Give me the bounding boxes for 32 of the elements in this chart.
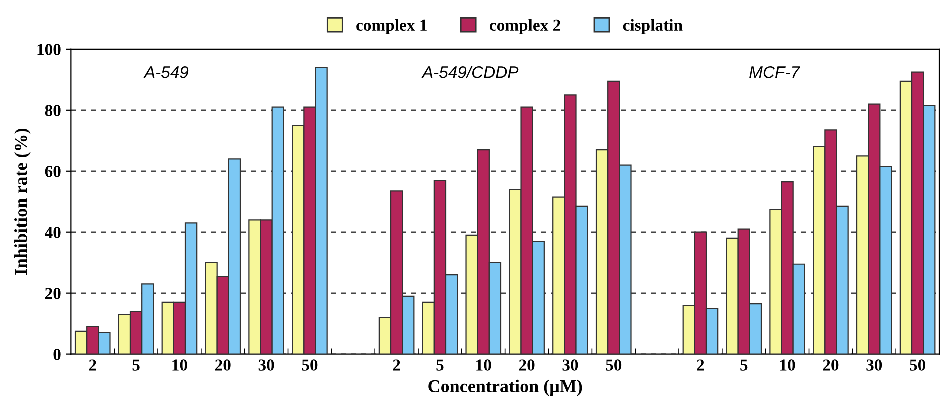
x-tick-label: 30 <box>866 360 882 371</box>
x-tick-label: 20 <box>519 360 535 371</box>
y-tick-label: 0 <box>54 349 61 360</box>
y-tick-label: 60 <box>45 166 61 178</box>
legend-label: cisplatin <box>623 19 683 34</box>
x-tick-label: 30 <box>562 360 578 371</box>
x-tick-label: 5 <box>436 360 444 371</box>
x-axis-title: Concentration (μM) <box>428 380 582 396</box>
x-tick-label: 50 <box>910 360 926 371</box>
x-tick-label: 30 <box>258 360 274 371</box>
y-axis-title: Inhibition rate (%) <box>14 128 31 275</box>
x-tick-label: 10 <box>476 360 492 371</box>
x-tick-label: 5 <box>132 360 140 371</box>
x-tick-label: 2 <box>393 360 400 371</box>
y-tick-label: 100 <box>38 44 61 56</box>
annotation: A-549 <box>144 66 189 78</box>
annotation: A-549/CDDP <box>422 66 519 78</box>
legend-label: complex 1 <box>356 19 427 34</box>
legend-label: complex 2 <box>490 19 560 34</box>
x-tick-label: 10 <box>172 360 188 371</box>
x-tick-label: 50 <box>606 360 622 371</box>
x-tick-label: 50 <box>302 360 318 371</box>
x-tick-label: 5 <box>740 360 748 371</box>
y-tick-label: 80 <box>45 105 61 116</box>
x-tick-label: 20 <box>216 360 231 371</box>
annotation: MCF-7 <box>750 66 800 78</box>
x-tick-label: 10 <box>780 360 796 371</box>
x-tick-label: 20 <box>823 360 839 371</box>
y-tick-label: 20 <box>45 288 61 300</box>
x-tick-label: 2 <box>89 360 96 371</box>
y-tick-label: 40 <box>45 227 61 238</box>
x-tick-label: 2 <box>697 360 704 371</box>
